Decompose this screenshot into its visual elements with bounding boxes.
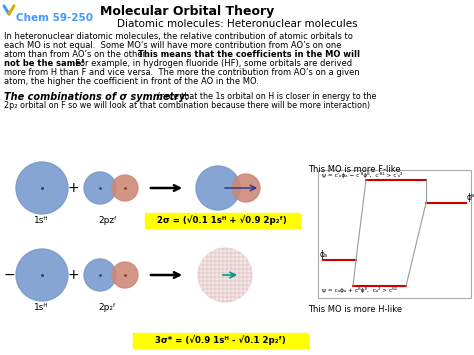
Bar xyxy=(318,170,471,298)
Bar xyxy=(133,333,308,348)
Text: not be the same!: not be the same! xyxy=(4,59,85,68)
Text: each MO is not equal.  Some MO’s will have more contribution from AO’s on one: each MO is not equal. Some MO’s will hav… xyxy=(4,41,341,50)
Circle shape xyxy=(112,175,138,201)
Text: This means that the coefficients in the MO will: This means that the coefficients in the … xyxy=(138,50,360,59)
Text: 2p₂ orbital on F so we will look at that combination because there will be more : 2p₂ orbital on F so we will look at that… xyxy=(4,101,370,110)
Text: atom than from AO’s on the other.: atom than from AO’s on the other. xyxy=(4,50,153,59)
Text: In heteronuclear diatomic molecules, the relative contribution of atomic orbital: In heteronuclear diatomic molecules, the… xyxy=(4,32,353,41)
Circle shape xyxy=(16,162,68,214)
Text: ϕₐ: ϕₐ xyxy=(320,250,328,259)
Text: 2σ = (√0.1 1sᴴ + √0.9 2p₂ᶠ): 2σ = (√0.1 1sᴴ + √0.9 2p₂ᶠ) xyxy=(157,215,287,225)
Text: +: + xyxy=(67,181,79,195)
Text: Diatomic molecules: Heteronuclear molecules: Diatomic molecules: Heteronuclear molecu… xyxy=(117,19,357,29)
Text: This MO is more F-like: This MO is more F-like xyxy=(308,165,401,174)
Text: ψ = c′ₐϕₐ − c′ᴮϕᴮ,  c′ᴮ² > c′ₐ²: ψ = c′ₐϕₐ − c′ᴮϕᴮ, c′ᴮ² > c′ₐ² xyxy=(322,172,402,178)
Text: atom, the higher the coefficient in front of the AO in the MO.: atom, the higher the coefficient in fron… xyxy=(4,77,259,86)
Bar xyxy=(145,213,300,228)
Text: 2pzᶠ: 2pzᶠ xyxy=(98,216,117,225)
Text: The combinations of σ symmetry:: The combinations of σ symmetry: xyxy=(4,92,189,102)
Text: 3σ* = (√0.9 1sᴴ - √0.1 2p₂ᶠ): 3σ* = (√0.9 1sᴴ - √0.1 2p₂ᶠ) xyxy=(155,335,285,345)
Text: Molecular Orbital Theory: Molecular Orbital Theory xyxy=(100,5,274,18)
Text: This MO is more H-like: This MO is more H-like xyxy=(308,305,402,314)
Circle shape xyxy=(84,172,116,204)
Text: −: − xyxy=(4,268,16,282)
Text: (note that the 1s orbital on H is closer in energy to the: (note that the 1s orbital on H is closer… xyxy=(155,92,376,101)
Circle shape xyxy=(112,262,138,288)
Text: Chem 59-250: Chem 59-250 xyxy=(16,13,93,23)
Text: 2p₂ᶠ: 2p₂ᶠ xyxy=(98,303,116,312)
Circle shape xyxy=(196,166,240,210)
Text: ϕᴮ: ϕᴮ xyxy=(467,193,474,202)
Text: 1sᴴ: 1sᴴ xyxy=(34,303,48,312)
Text: +: + xyxy=(67,268,79,282)
Text: 1sᴴ: 1sᴴ xyxy=(34,216,48,225)
Text: more from H than F and vice versa.  The more the contribution from AO’s on a giv: more from H than F and vice versa. The m… xyxy=(4,68,360,77)
Circle shape xyxy=(16,249,68,301)
Circle shape xyxy=(232,174,260,202)
Circle shape xyxy=(198,248,252,302)
Circle shape xyxy=(84,259,116,291)
Text: ψ = cₐϕₐ + cᴮϕᴮ,  cₐ² > cᴮ²: ψ = cₐϕₐ + cᴮϕᴮ, cₐ² > cᴮ² xyxy=(322,287,397,293)
Text: For example, in hydrogen fluoride (HF), some orbitals are derived: For example, in hydrogen fluoride (HF), … xyxy=(70,59,352,68)
